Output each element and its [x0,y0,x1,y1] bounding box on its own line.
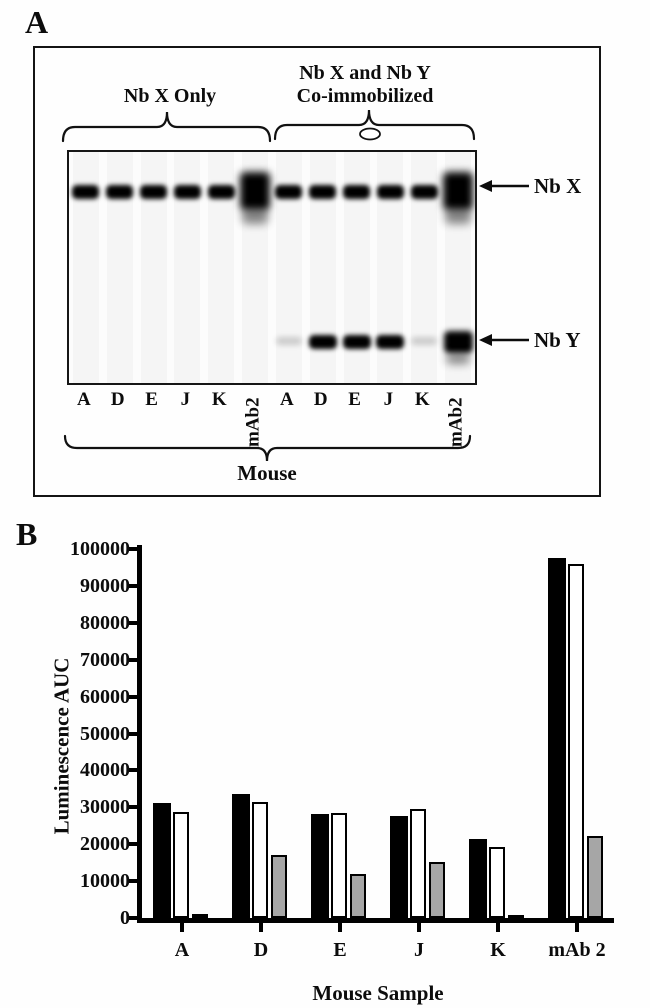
x-axis-tick [338,921,342,932]
y-axis-tick [127,620,138,625]
nby-band-faint [411,337,438,345]
bar-gray-J [429,862,445,918]
bar-gray-E [350,874,366,918]
bar-white-A [173,812,189,918]
y-axis-tick [127,916,138,920]
lane-label: J [383,389,394,410]
nby-band [376,335,405,349]
bar-gray-K [508,915,524,919]
y-axis-tick [127,879,138,884]
group-header-co-immobilized-line1: Nb X and Nb Y [299,62,431,84]
group-header-nbx-only: Nb X Only [123,85,217,107]
y-axis-tick [127,547,138,551]
bar-white-J [410,809,426,918]
y-tick-label: 80000 [80,611,130,634]
lane-label: D [110,389,125,410]
lane-label: K [211,389,227,410]
group-header-co-immobilized: Nb X and Nb Y Co-immobilized [255,62,475,108]
gel-image [67,150,477,385]
x-category-label: K [490,939,506,961]
bar-white-E [331,813,347,918]
nbx-band [207,185,235,199]
y-axis-tick [127,768,138,773]
x-axis-tick [259,921,263,932]
y-tick-label: 10000 [80,870,130,893]
nbx-band [72,185,100,199]
y-tick-label: 50000 [80,722,130,745]
x-axis-tick [180,921,184,932]
nbx-band [275,185,303,199]
nby-band-faint [275,337,302,345]
bar-white-D [252,802,268,918]
mouse-group-label: Mouse [237,461,297,485]
lane-label: E [348,389,361,410]
nbx-band [173,185,201,199]
y-tick-label: 70000 [80,648,130,671]
lane-label: A [77,389,91,410]
x-category-label: E [333,939,347,961]
bar-white-mAb2 [568,564,584,918]
lane-label: A [280,389,294,410]
x-axis-title: Mouse Sample [312,981,444,1005]
y-tick-label: 90000 [80,574,130,597]
nby-band [342,335,371,349]
x-axis-tick [417,921,421,932]
nbx-band [343,185,371,199]
nby-band-smear-tail [446,353,471,364]
nbx-band-smear-tail [445,208,472,224]
nby-band-label: Nb Y [534,328,581,352]
y-axis-tick [127,805,138,810]
nbx-band [309,185,337,199]
bar-gray-mAb2 [587,836,603,918]
bar-gray-D [271,855,287,918]
y-tick-label: 0 [120,907,130,929]
bar-black-J [390,816,408,918]
y-axis-tick [127,694,138,699]
group-header-co-immobilized-line2: Co-immobilized [296,85,434,107]
lane-label: K [414,389,430,410]
x-axis-line [137,918,614,923]
y-tick-label: 40000 [80,759,130,782]
y-axis-line [137,545,142,923]
x-category-label: mAb 2 [548,939,606,961]
nbx-band-smear-tail [242,208,269,224]
y-tick-label: 100000 [70,538,130,560]
y-axis-tick [127,842,138,847]
bar-black-mAb2 [548,558,566,918]
lane-label: D [313,389,328,410]
nbx-band-smear [240,172,271,210]
nbx-band [376,185,404,199]
bar-black-A [153,803,171,918]
bar-black-D [232,794,250,918]
y-tick-label: 60000 [80,685,130,708]
y-tick-label: 30000 [80,796,130,819]
lane-label: J [180,389,191,410]
y-axis-tick [127,583,138,588]
panel-a-label: A [25,4,49,40]
nbx-band [106,185,134,199]
bar-gray-A [192,914,208,918]
nby-band-smear [443,331,473,353]
panel-b-label: B [16,516,38,552]
x-category-label: J [414,939,424,961]
nbx-band [140,185,168,199]
x-category-label: D [253,939,269,961]
panel-a-box [33,46,601,497]
y-axis-tick [127,657,138,662]
nbx-band-smear [443,172,474,210]
bar-white-K [489,847,505,918]
nbx-band [410,185,438,199]
y-tick-label: 20000 [80,833,130,856]
x-category-label: A [174,939,190,961]
x-axis-tick [575,921,579,932]
nbx-band-label: Nb X [534,174,582,198]
y-axis-tick [127,731,138,736]
bar-black-K [469,839,487,918]
lane-label: E [145,389,158,410]
bar-black-E [311,814,329,918]
nby-band [308,335,337,349]
x-axis-tick [496,921,500,932]
